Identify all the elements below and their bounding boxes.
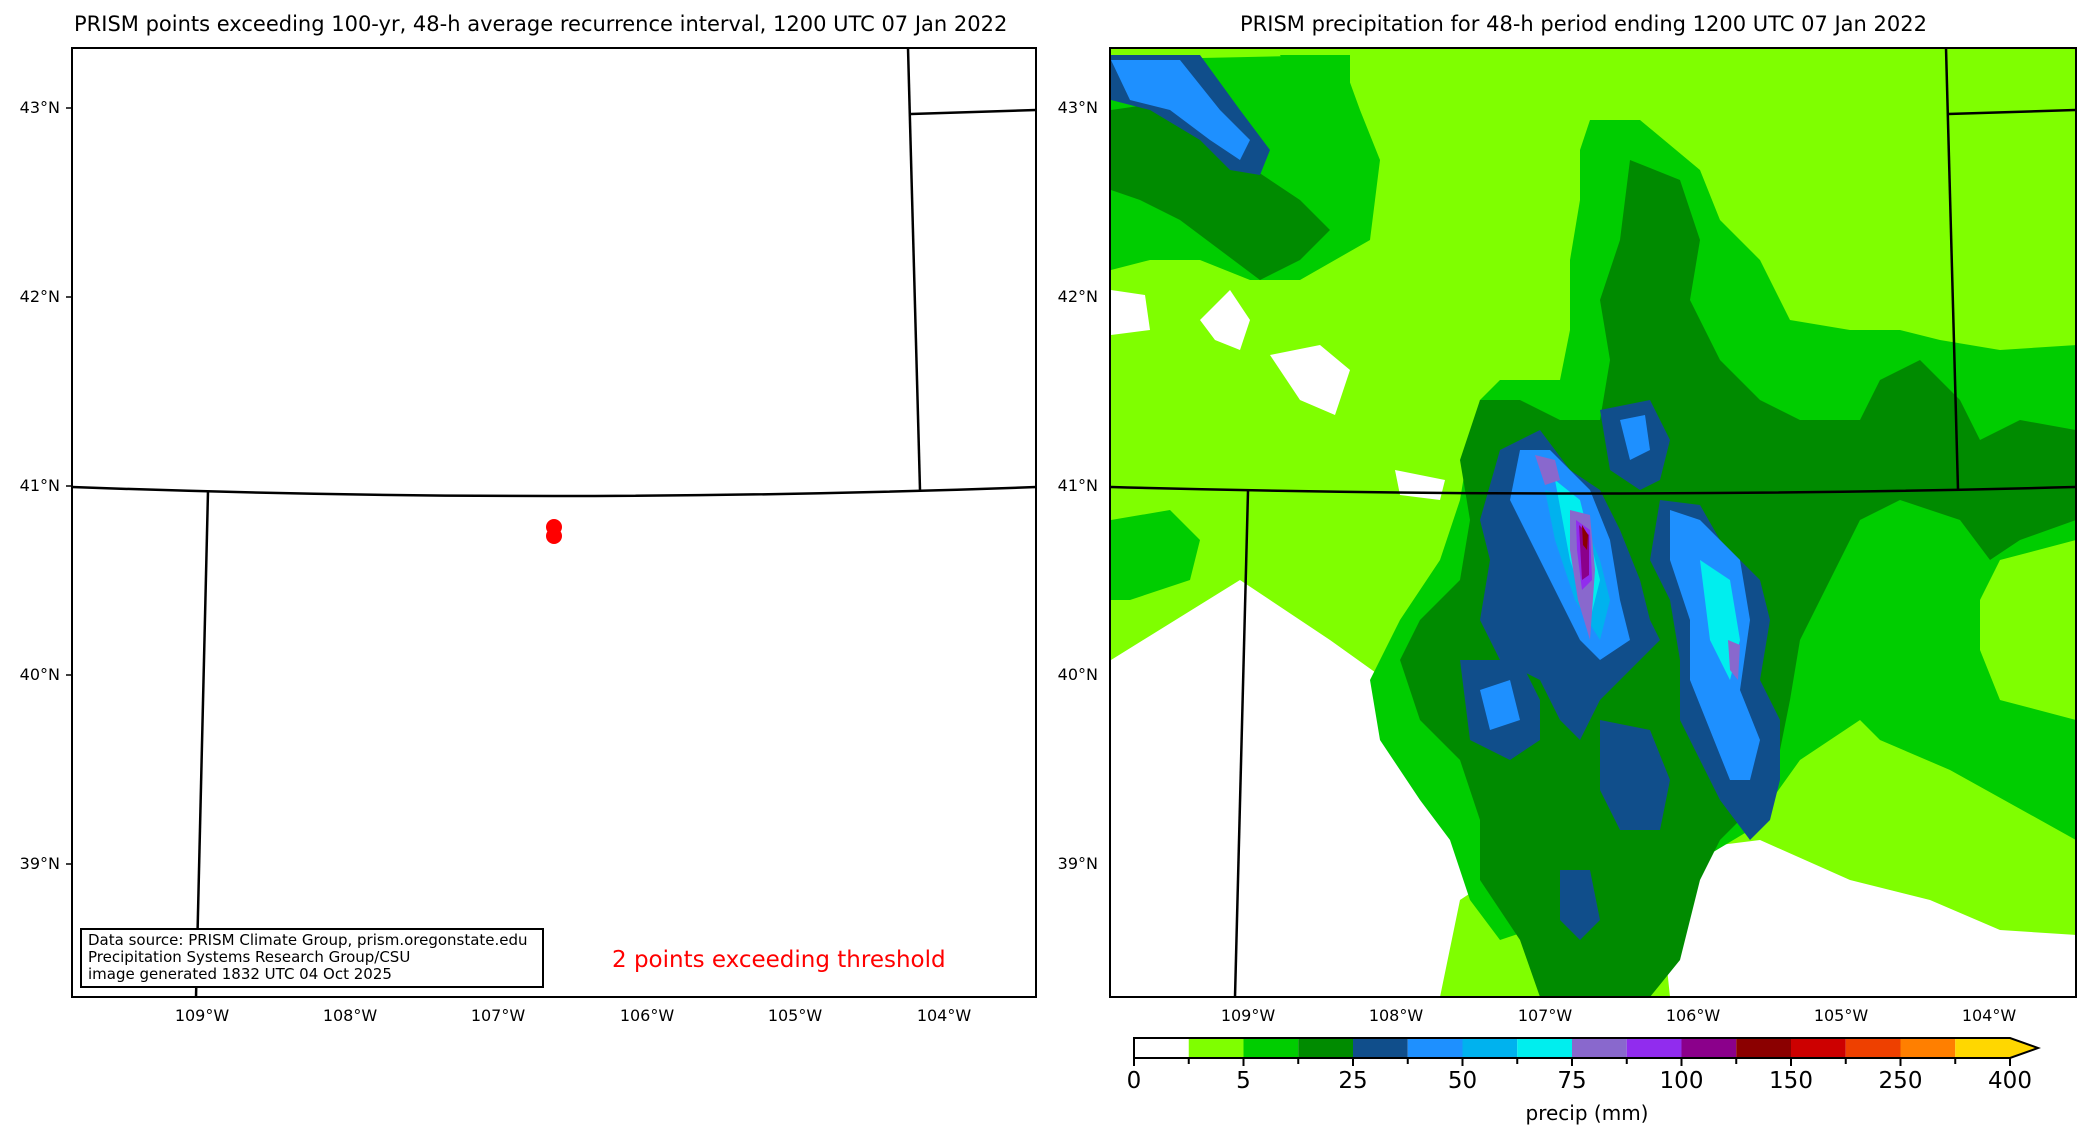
research-group-line: Precipitation Systems Research Group/CSU (88, 948, 411, 966)
wy-ne-border (906, 47, 922, 491)
colorbar-tick-400: 400 (1988, 1068, 2032, 1094)
data-source-box: Data source: PRISM Climate Group, prism.… (80, 928, 544, 988)
ne-sd-border (910, 108, 1037, 116)
right-map (1111, 49, 2075, 996)
colorbar-tick-75: 75 (1557, 1068, 1587, 1094)
exceedance-count-text: 2 points exceeding threshold (612, 947, 946, 973)
left-lat-label-40: 40°N (19, 665, 60, 684)
left-lon-label-105: 105°W (767, 1006, 823, 1025)
colorbar-tick-25: 25 (1338, 1068, 1368, 1094)
colorbar-tick-250: 250 (1878, 1068, 1923, 1094)
left-lon-label-106: 106°W (619, 1006, 675, 1025)
left-lon-label-109: 109°W (174, 1006, 230, 1025)
generated-time-line: image generated 1832 UTC 04 Oct 2025 (88, 965, 392, 983)
right-lon-label-106: 106°W (1665, 1006, 1721, 1025)
right-map-frame (1109, 47, 2077, 998)
colorbar-tick-50: 50 (1447, 1068, 1478, 1094)
left-lon-label-104: 104°W (916, 1006, 972, 1025)
left-lon-label-107: 107°W (470, 1006, 526, 1025)
right-lat-label-40: 40°N (1057, 665, 1098, 684)
right-lon-label-108: 108°W (1368, 1006, 1424, 1025)
left-lat-label-42: 42°N (19, 287, 60, 306)
right-lon-label-109: 109°W (1220, 1006, 1276, 1025)
right-lat-label-41: 41°N (1057, 476, 1098, 495)
right-lon-label-104: 104°W (1961, 1006, 2017, 1025)
right-map-title: PRISM precipitation for 48-h period endi… (1240, 12, 1927, 36)
right-lon-label-107: 107°W (1517, 1006, 1573, 1025)
colorbar (1133, 1037, 2041, 1066)
left-lat-label-39: 39°N (19, 854, 60, 873)
right-lon-label-105: 105°W (1813, 1006, 1869, 1025)
data-source-line: Data source: PRISM Climate Group, prism.… (88, 931, 528, 949)
colorbar-tick-150: 150 (1769, 1068, 1813, 1094)
left-lat-label-43: 43°N (19, 98, 60, 117)
left-map-title: PRISM points exceeding 100-yr, 48-h aver… (74, 12, 1008, 36)
right-lat-label-43: 43°N (1057, 98, 1098, 117)
exceedance-point (546, 528, 562, 544)
left-lon-label-108: 108°W (322, 1006, 378, 1025)
wy-co-border (71, 485, 1037, 498)
right-lat-label-39: 39°N (1057, 854, 1098, 873)
left-lat-label-41: 41°N (19, 476, 60, 495)
right-lat-label-42: 42°N (1057, 287, 1098, 306)
ut-co-border (194, 490, 210, 998)
colorbar-tick-0: 0 (1126, 1068, 1142, 1094)
colorbar-tick-5: 5 (1236, 1068, 1251, 1094)
colorbar-title: precip (mm) (1525, 1101, 1649, 1125)
left-map (66, 47, 1037, 998)
colorbar-tick-100: 100 (1659, 1068, 1704, 1094)
